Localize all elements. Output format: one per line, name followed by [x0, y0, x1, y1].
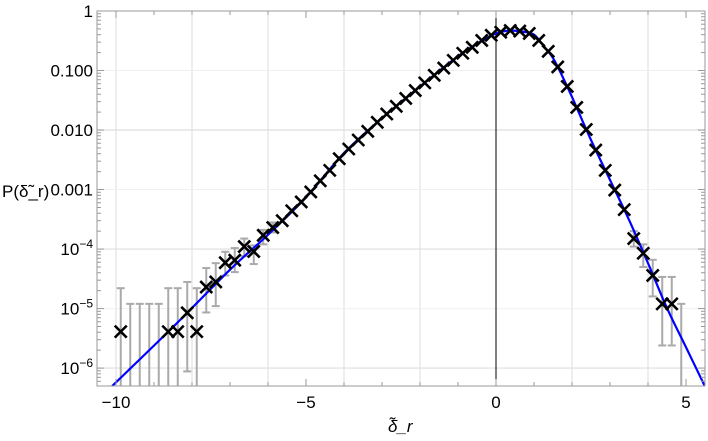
data-point: [465, 40, 480, 55]
error-bar: [667, 275, 676, 347]
data-point: [626, 231, 641, 246]
data-point: [246, 244, 261, 259]
error-bar: [173, 287, 182, 386]
error-bar: [183, 280, 192, 373]
data-point: [484, 28, 499, 43]
data-points: [113, 23, 679, 339]
error-bar: [658, 275, 667, 347]
data-point: [303, 185, 318, 199]
data-point: [237, 239, 252, 254]
y-tick-label: 1: [84, 2, 93, 21]
data-point: [598, 163, 613, 178]
fit-curve-group: [111, 29, 705, 386]
data-point: [113, 324, 128, 339]
y-tick-label: 10−6: [60, 356, 93, 378]
data-point: [607, 183, 622, 197]
y-tick-label: 0.100: [50, 62, 93, 81]
error-bar: [202, 267, 211, 314]
y-tick-label: 10−4: [60, 237, 93, 259]
data-point: [664, 296, 679, 311]
error-bar: [116, 287, 125, 386]
data-point: [427, 68, 442, 83]
data-point: [265, 220, 280, 235]
x-tick-label: 5: [681, 393, 690, 412]
y-tick-label: 10−5: [60, 297, 93, 319]
data-point: [227, 253, 242, 268]
frame: [96, 10, 706, 387]
grid: [97, 11, 705, 386]
data-point: [455, 46, 470, 61]
data-point: [208, 275, 223, 289]
error-bar: [135, 302, 144, 386]
data-point: [522, 26, 537, 41]
error-bar: [145, 302, 154, 386]
data-point: [170, 324, 185, 339]
data-point: [560, 79, 575, 94]
data-point: [579, 122, 594, 137]
data-point: [379, 107, 394, 121]
fit-curve: [111, 29, 705, 386]
data-point: [199, 280, 214, 294]
tick-labels: −10 −5 0 5 1 0.100 0.010 0.001 10−4 10−5 10−6: [50, 2, 690, 412]
data-point: [636, 246, 651, 261]
data-point: [446, 53, 461, 68]
x-tick-label: 0: [491, 393, 500, 412]
y-axis-label: P(δ̃_r): [2, 182, 49, 201]
error-bar: [648, 258, 657, 298]
x-tick-label: −5: [296, 393, 315, 412]
data-point: [541, 44, 556, 59]
error-bar: [164, 287, 173, 386]
error-bar: [154, 302, 163, 386]
data-point: [569, 100, 584, 115]
data-point: [588, 143, 603, 158]
data-point: [180, 305, 195, 320]
data-point: [417, 75, 432, 90]
data-point: [531, 33, 546, 48]
data-point: [550, 59, 565, 74]
error-bars: [116, 221, 686, 386]
error-bar: [126, 302, 135, 386]
data-point: [617, 202, 632, 217]
data-point: [189, 324, 204, 339]
x-axis-label: δ̃_r: [388, 416, 414, 436]
data-point: [645, 268, 660, 283]
error-bar: [677, 302, 686, 386]
data-point: [322, 163, 337, 178]
y-tick-label: 0.001: [50, 181, 93, 200]
data-point: [218, 255, 233, 270]
data-point: [474, 33, 489, 48]
x-tick-label: −10: [102, 393, 131, 412]
y-tick-label: 0.010: [50, 121, 93, 140]
